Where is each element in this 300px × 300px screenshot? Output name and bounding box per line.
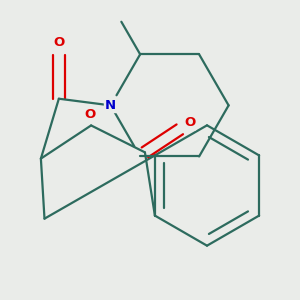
Text: O: O	[85, 108, 96, 121]
Text: O: O	[53, 36, 64, 49]
Text: N: N	[105, 99, 116, 112]
Text: O: O	[184, 116, 195, 129]
